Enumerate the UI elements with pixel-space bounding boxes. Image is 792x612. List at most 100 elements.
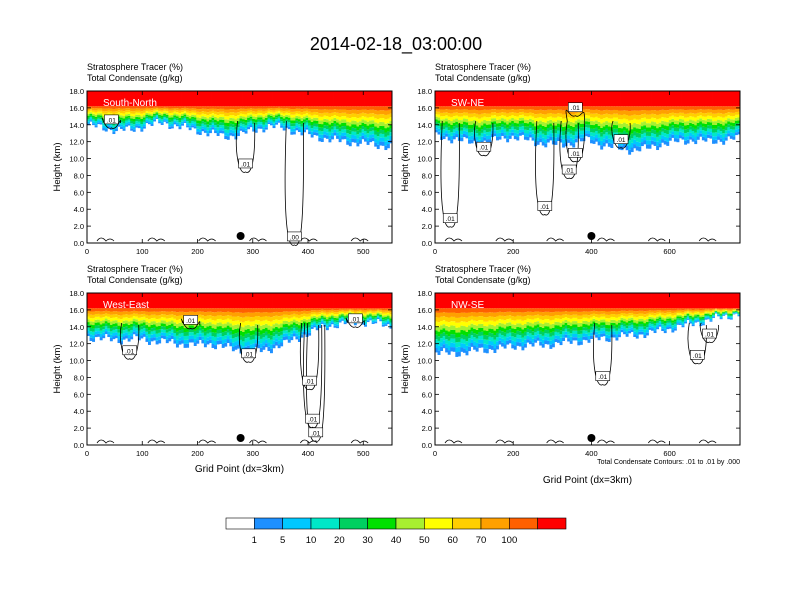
field-cell — [564, 319, 568, 323]
field-cell — [518, 335, 522, 339]
field-cell — [188, 328, 192, 333]
y-tick-label: 18.0 — [69, 289, 84, 298]
field-cell — [188, 122, 192, 126]
field-cell — [259, 115, 263, 118]
field-cell — [536, 137, 540, 141]
field-cell — [447, 123, 451, 127]
field-cell — [280, 116, 284, 120]
field-cell — [209, 322, 212, 326]
field-cell — [684, 117, 688, 122]
field-cell — [89, 106, 93, 108]
field-cell — [455, 112, 459, 116]
field-cell — [468, 321, 471, 326]
field-cell — [478, 316, 482, 321]
field-cell — [236, 112, 240, 116]
field-cell — [496, 126, 499, 131]
field-cell — [732, 122, 736, 127]
field-cell — [292, 313, 296, 317]
field-cell — [201, 293, 205, 309]
field-cell — [341, 318, 345, 320]
field-cell — [104, 111, 108, 114]
field-cell — [562, 314, 566, 319]
field-cell — [160, 108, 164, 110]
field-cell — [523, 323, 527, 328]
field-cell — [239, 308, 243, 313]
field-cell — [503, 112, 507, 116]
field-cell — [145, 109, 149, 112]
field-cell — [219, 111, 223, 115]
field-cell — [501, 109, 505, 113]
field-cell — [729, 135, 733, 139]
field-cell — [254, 114, 258, 117]
field-cell — [371, 134, 375, 138]
field-cell — [374, 114, 378, 119]
field-cell — [572, 293, 576, 309]
field-cell — [285, 314, 289, 318]
field-cell — [287, 339, 291, 343]
field-cell — [493, 317, 497, 322]
field-cell — [170, 323, 174, 327]
field-cell — [582, 314, 586, 318]
field-cell — [615, 128, 619, 133]
field-cell — [336, 312, 340, 315]
field-cell — [297, 331, 301, 336]
field-cell — [242, 308, 245, 313]
field-cell — [104, 315, 108, 319]
field-cell — [554, 314, 558, 319]
field-cell — [584, 130, 588, 134]
field-cell — [628, 140, 632, 145]
field-cell — [663, 117, 667, 122]
field-cell — [297, 106, 301, 109]
field-cell — [610, 308, 614, 312]
field-cell — [618, 328, 621, 332]
field-cell — [158, 293, 162, 309]
field-cell — [201, 128, 205, 132]
field-cell — [623, 118, 627, 123]
field-cell — [709, 91, 713, 107]
field-cell — [173, 333, 177, 337]
field-cell — [117, 124, 121, 127]
field-cell — [445, 124, 449, 128]
field-cell — [488, 113, 492, 118]
field-cell — [673, 130, 677, 135]
field-cell — [498, 319, 502, 323]
field-cell — [94, 112, 98, 115]
field-cell — [727, 115, 731, 119]
field-cell — [239, 312, 243, 318]
field-cell — [295, 336, 299, 340]
field-cell — [109, 331, 113, 335]
field-cell — [219, 311, 223, 316]
field-cell — [267, 346, 271, 352]
location-marker — [587, 232, 596, 240]
field-cell — [615, 321, 619, 325]
field-cell — [518, 308, 522, 313]
field-cell — [117, 293, 121, 309]
field-cell — [483, 126, 487, 131]
field-cell — [379, 319, 383, 322]
field-cell — [645, 140, 649, 145]
y-tick-label: 10.0 — [69, 155, 84, 164]
field-cell — [620, 110, 624, 115]
field-cell — [465, 106, 469, 110]
field-cell — [516, 308, 520, 312]
field-cell — [155, 340, 159, 345]
field-cell — [358, 117, 362, 122]
field-cell — [308, 308, 312, 311]
field-cell — [140, 126, 144, 130]
field-cell — [351, 117, 355, 121]
field-cell — [109, 337, 113, 342]
field-cell — [572, 324, 576, 328]
field-cell — [513, 316, 517, 321]
field-cell — [112, 320, 116, 324]
field-cell — [574, 324, 578, 328]
field-cell — [120, 110, 123, 114]
field-cell — [150, 116, 154, 119]
field-cell — [323, 317, 327, 320]
field-cell — [254, 124, 258, 128]
field-cell — [366, 110, 370, 114]
field-cell — [490, 127, 494, 131]
field-cell — [206, 91, 210, 107]
field-cell — [117, 118, 121, 121]
field-cell — [567, 120, 571, 125]
field-cell — [231, 112, 235, 116]
